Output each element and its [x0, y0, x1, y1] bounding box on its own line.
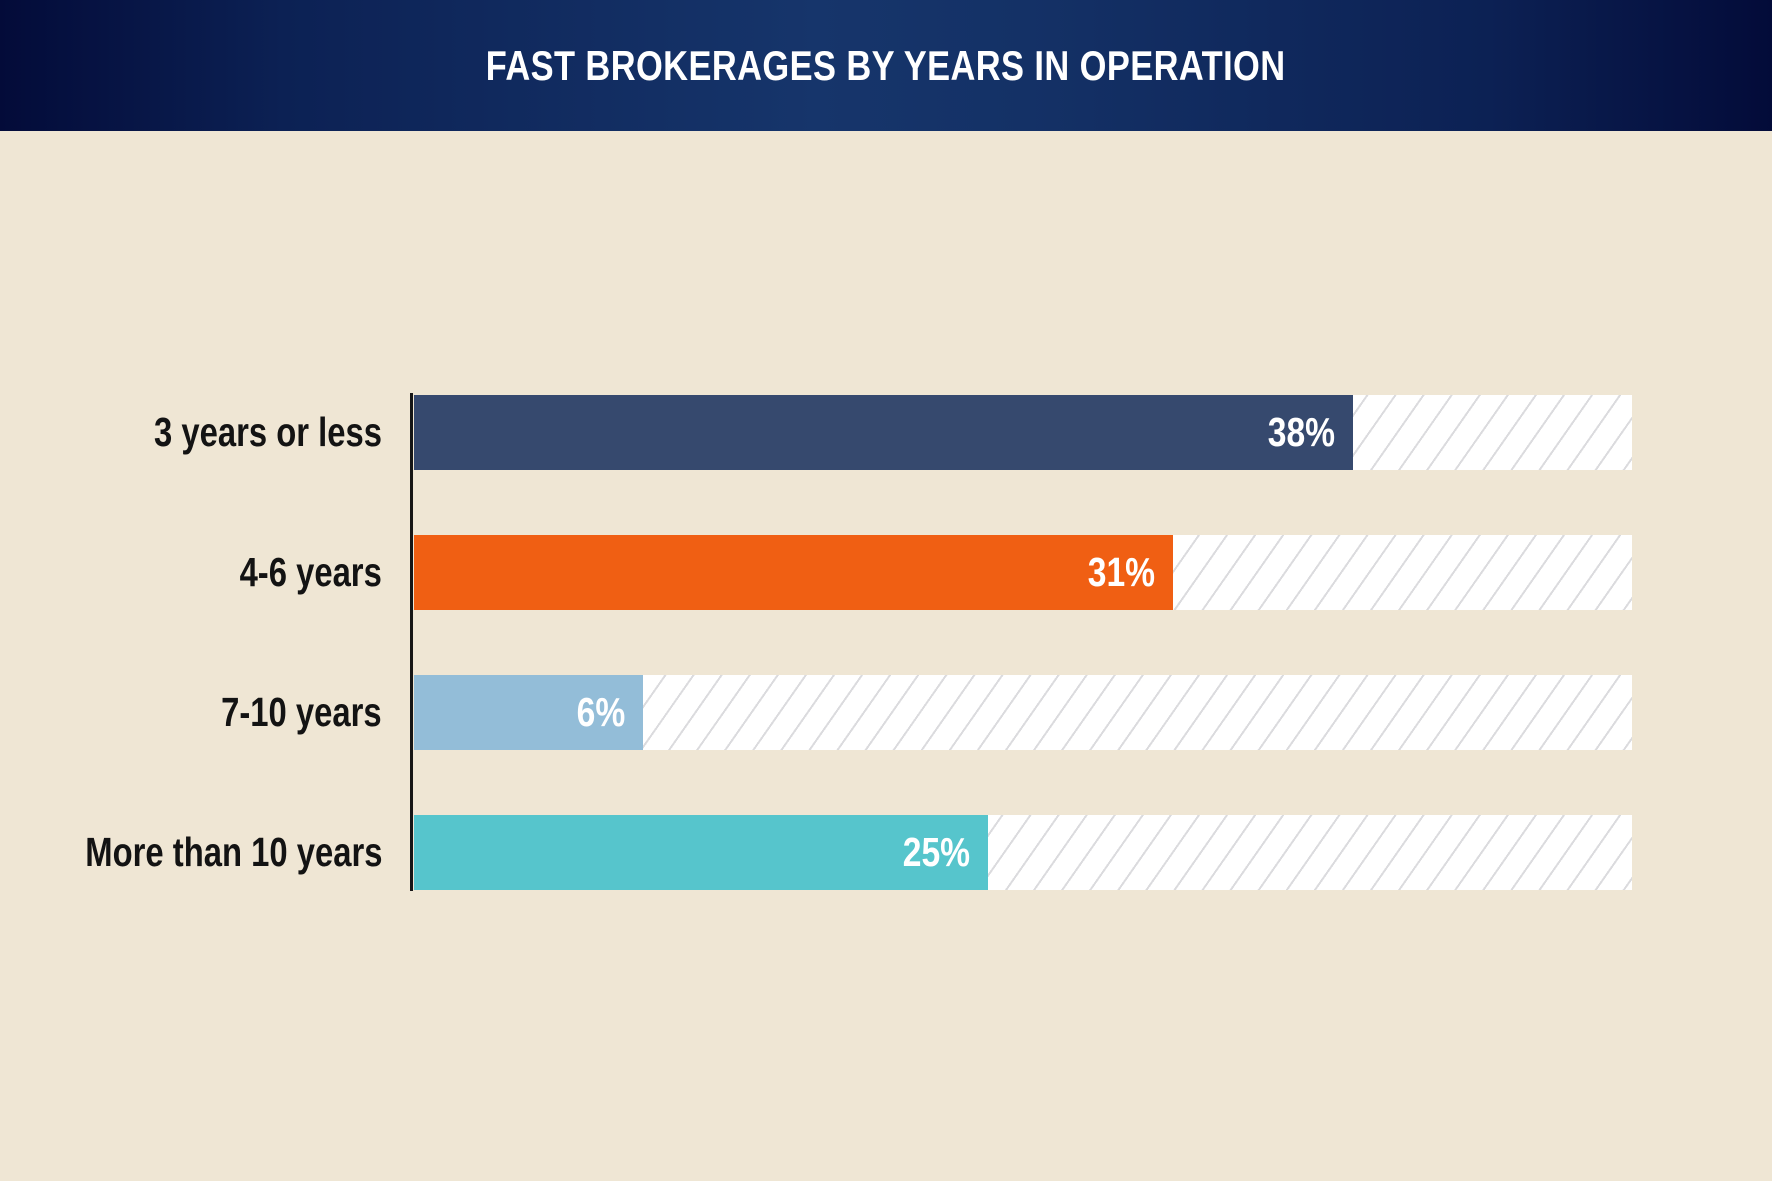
category-label: 3 years or less — [154, 409, 382, 455]
category-label: 4-6 years — [239, 549, 382, 595]
value-label: 38% — [1267, 409, 1336, 455]
bar-track-hatched: 38% — [414, 395, 1632, 470]
value-label: 6% — [576, 689, 625, 735]
bar-track-hatched: 31% — [414, 535, 1632, 610]
y-axis-line — [410, 393, 413, 891]
category-label: More than 10 years — [84, 829, 382, 875]
bar-row: 3 years or less 38% — [0, 395, 1772, 470]
bar-fill: 31% — [414, 535, 1173, 610]
bar-row: 7-10 years 6% — [0, 675, 1772, 750]
bar-fill: 25% — [414, 815, 988, 890]
bar-fill: 6% — [414, 675, 643, 750]
bar-chart: 3 years or less 38% 4-6 years 31% 7-10 y… — [0, 131, 1772, 1181]
value-label: 31% — [1087, 549, 1155, 595]
bar-track-hatched: 6% — [414, 675, 1632, 750]
bar-fill: 38% — [414, 395, 1354, 470]
category-label: 7-10 years — [221, 689, 383, 735]
chart-title: FAST BROKERAGES BY YEARS IN OPERATION — [486, 41, 1286, 89]
bar-track-hatched: 25% — [414, 815, 1632, 890]
header-band: FAST BROKERAGES BY YEARS IN OPERATION — [0, 0, 1772, 131]
bar-row: More than 10 years 25% — [0, 815, 1772, 890]
bar-row: 4-6 years 31% — [0, 535, 1772, 610]
value-label: 25% — [902, 829, 970, 875]
